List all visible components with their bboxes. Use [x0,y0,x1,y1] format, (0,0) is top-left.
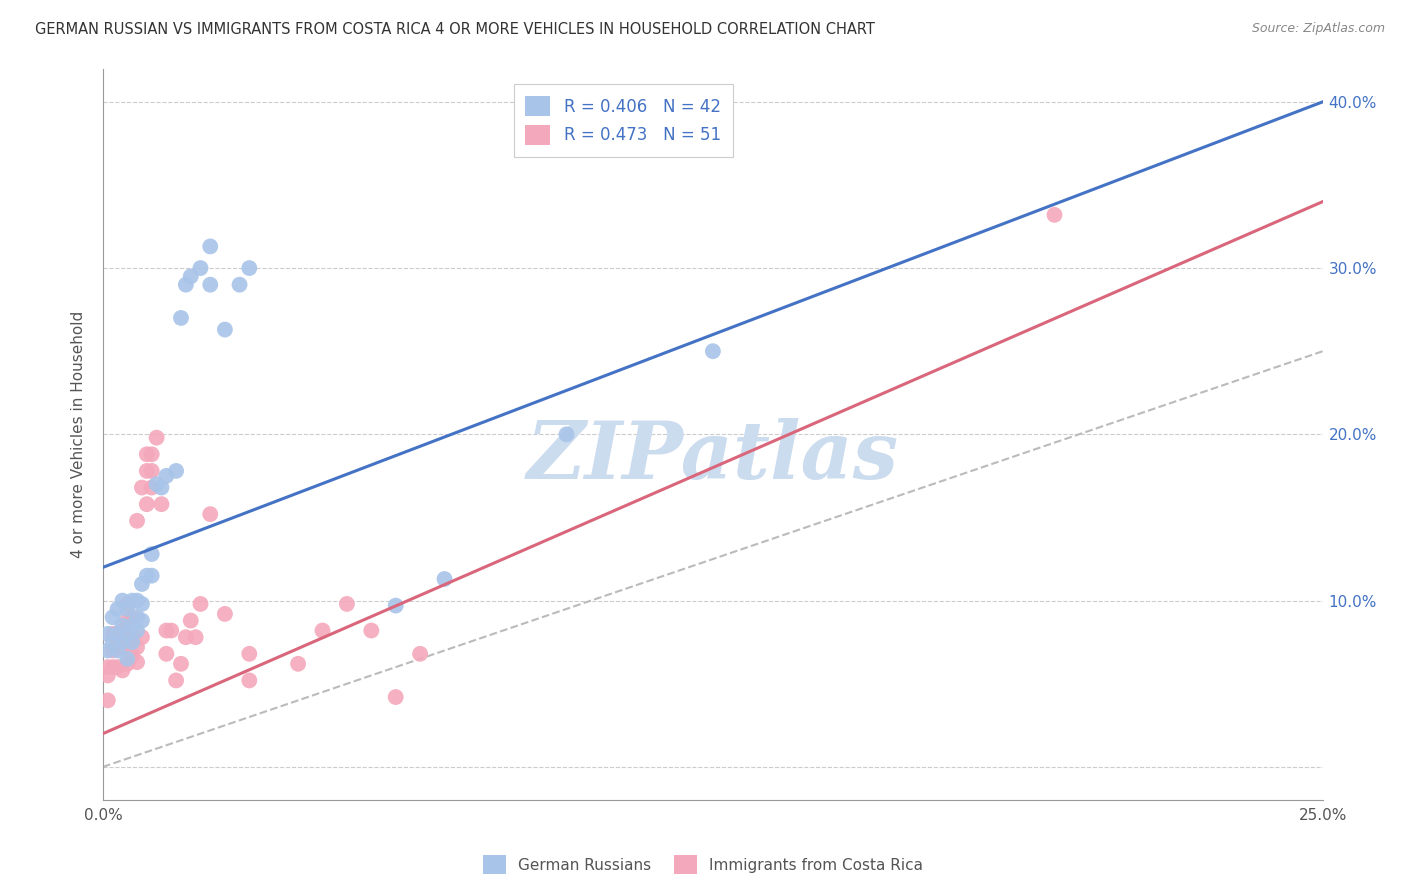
Point [131,630,153,644]
Legend: German Russians, Immigrants from Costa Rica: German Russians, Immigrants from Costa R… [477,849,929,880]
Point [117,627,139,641]
Point [135,568,157,582]
Point [238,647,260,661]
Point [155,647,177,661]
Point [121,648,143,663]
Point [107,660,129,674]
Point [200,507,222,521]
Point [117,652,139,666]
Point [190,261,212,276]
Point [125,640,148,655]
Point [125,514,148,528]
Point [214,607,236,621]
Point [155,624,177,638]
Text: Source: ZipAtlas.com: Source: ZipAtlas.com [1251,22,1385,36]
Point [111,635,134,649]
Point [107,602,129,616]
Point [170,310,193,325]
Point [101,610,124,624]
Point [1043,208,1066,222]
Point [141,447,163,461]
Point [111,593,134,607]
Point [135,497,157,511]
Point [141,547,163,561]
Point [107,635,129,649]
Legend: R = 0.406   N = 42, R = 0.473   N = 51: R = 0.406 N = 42, R = 0.473 N = 51 [513,84,733,156]
Point [433,572,456,586]
Point [111,640,134,655]
Point [200,277,222,292]
Point [190,597,212,611]
Point [111,624,134,638]
Point [101,627,124,641]
Point [336,597,359,611]
Point [238,261,260,276]
Point [117,657,139,671]
Point [121,610,143,624]
Point [200,239,222,253]
Point [111,618,134,632]
Point [117,597,139,611]
Point [97,668,120,682]
Text: ZIPatlas: ZIPatlas [527,417,898,495]
Point [121,593,143,607]
Point [125,624,148,638]
Point [125,655,148,669]
Point [180,269,202,284]
Point [409,647,432,661]
Point [150,497,173,511]
Point [101,660,124,674]
Point [131,597,153,611]
Point [228,277,250,292]
Point [287,657,309,671]
Point [165,673,187,688]
Point [184,630,207,644]
Point [97,643,120,657]
Y-axis label: 4 or more Vehicles in Household: 4 or more Vehicles in Household [72,310,86,558]
Point [101,643,124,657]
Point [311,624,333,638]
Point [145,431,167,445]
Point [107,643,129,657]
Point [174,277,197,292]
Point [214,322,236,336]
Point [135,464,157,478]
Point [180,614,202,628]
Point [107,627,129,641]
Point [238,673,260,688]
Point [125,610,148,624]
Point [155,469,177,483]
Point [131,577,153,591]
Point [170,657,193,671]
Point [97,627,120,641]
Text: GERMAN RUSSIAN VS IMMIGRANTS FROM COSTA RICA 4 OR MORE VEHICLES IN HOUSEHOLD COR: GERMAN RUSSIAN VS IMMIGRANTS FROM COSTA … [35,22,875,37]
Point [145,477,167,491]
Point [141,568,163,582]
Point [97,660,120,674]
Point [117,602,139,616]
Point [141,481,163,495]
Point [702,344,724,359]
Point [117,614,139,628]
Point [160,624,183,638]
Point [150,481,173,495]
Point [121,635,143,649]
Point [360,624,382,638]
Point [111,664,134,678]
Point [141,464,163,478]
Point [131,481,153,495]
Point [121,618,143,632]
Point [97,693,120,707]
Point [121,630,143,644]
Point [131,614,153,628]
Point [135,447,157,461]
Point [555,427,578,442]
Point [165,464,187,478]
Point [125,593,148,607]
Point [174,630,197,644]
Point [384,599,406,613]
Point [101,635,124,649]
Point [384,690,406,704]
Point [117,635,139,649]
